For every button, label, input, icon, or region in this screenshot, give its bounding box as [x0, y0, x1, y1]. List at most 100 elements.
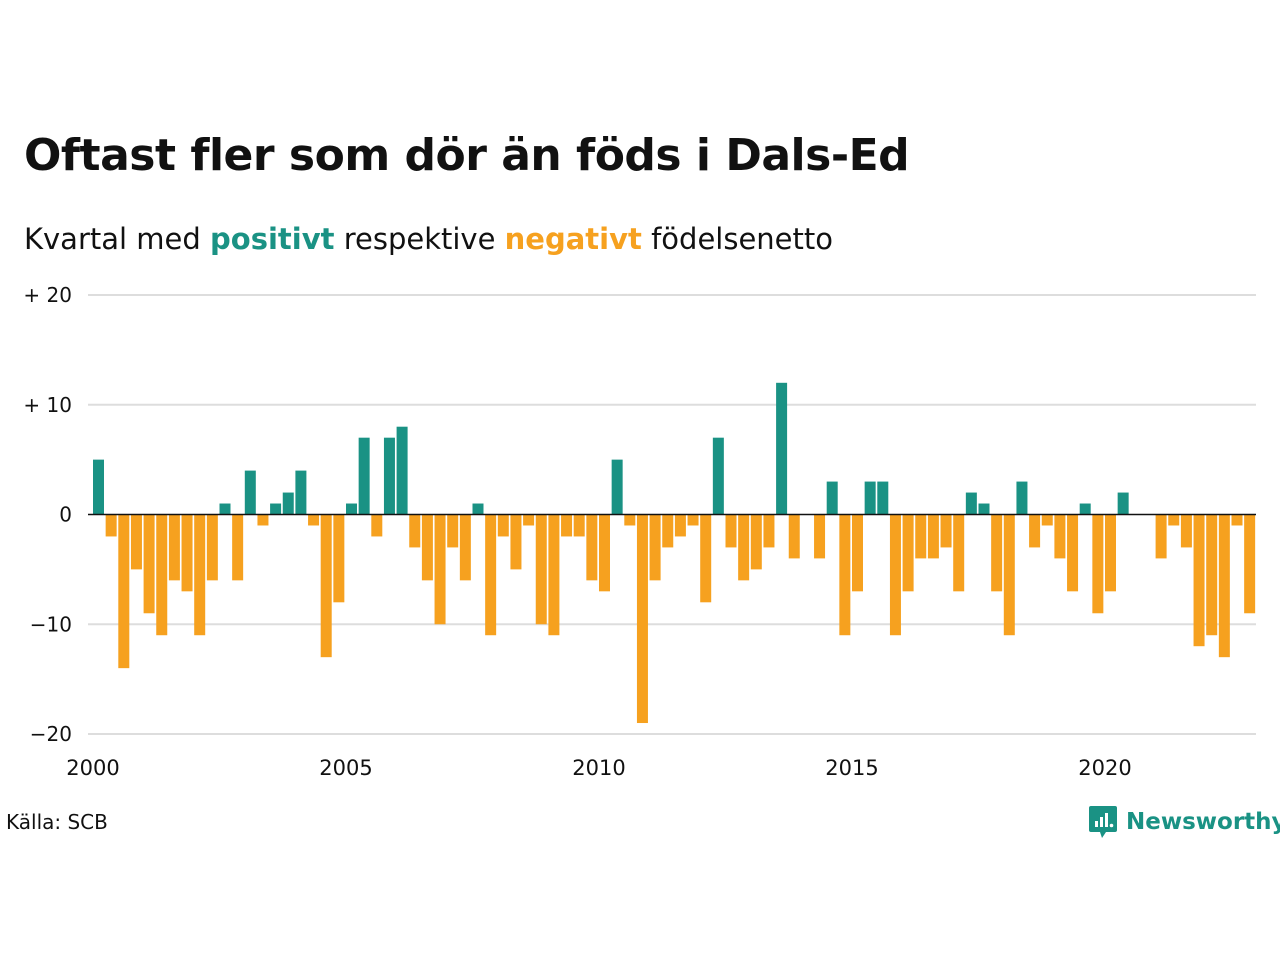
brand-logo: Newsworthy: [1088, 804, 1280, 840]
bar: [156, 514, 168, 636]
bar: [1092, 514, 1104, 614]
bar: [927, 514, 939, 559]
x-tick-label: 2020: [1078, 756, 1131, 780]
bar: [1041, 514, 1053, 526]
bar: [1168, 514, 1180, 526]
x-tick-label: 2000: [66, 756, 119, 780]
bar: [485, 514, 497, 636]
x-tick-label: 2015: [825, 756, 878, 780]
bar: [472, 503, 484, 515]
bar: [244, 470, 256, 515]
bar: [776, 382, 788, 515]
brand-name: Newsworthy: [1126, 809, 1280, 835]
bar: [1244, 514, 1256, 614]
x-tick-label: 2005: [319, 756, 372, 780]
bar: [510, 514, 522, 570]
bar: [371, 514, 383, 537]
bar: [839, 514, 851, 636]
y-tick-label: + 10: [23, 393, 72, 417]
bar: [636, 514, 648, 724]
bar: [194, 514, 206, 636]
bar: [1003, 514, 1015, 636]
bar: [864, 481, 876, 515]
bar: [523, 514, 535, 526]
chart-title: Oftast fler som dör än föds i Dals-Ed: [24, 130, 910, 181]
bar: [383, 437, 395, 515]
bar: [725, 514, 737, 548]
source-note: Källa: SCB: [6, 810, 108, 834]
bar: [687, 514, 699, 526]
bar-chart: + 20 + 10 0 −10 −20 2000 2005 2010 2015 2020: [23, 283, 1256, 780]
bar: [561, 514, 573, 537]
bar: [940, 514, 952, 548]
bar: [232, 514, 244, 581]
bar: [118, 514, 130, 669]
bar: [738, 514, 750, 581]
bar: [295, 470, 307, 515]
y-tick-label: 0: [59, 503, 72, 527]
bar: [978, 503, 990, 515]
bar: [624, 514, 636, 526]
bar: [409, 514, 421, 548]
bar: [421, 514, 433, 581]
bar: [1206, 514, 1218, 636]
bar: [93, 459, 104, 515]
subtitle-positive: positivt: [210, 222, 335, 256]
subtitle-middle: respektive: [334, 222, 505, 256]
bar: [270, 503, 282, 515]
y-tick-label: + 20: [23, 283, 72, 307]
bar: [991, 514, 1003, 592]
bar: [320, 514, 332, 658]
bar: [1054, 514, 1066, 559]
bar: [130, 514, 142, 570]
bar: [308, 514, 320, 526]
bar: [548, 514, 560, 636]
bar: [1117, 492, 1129, 515]
y-tick-label: −20: [30, 722, 72, 746]
bar: [877, 481, 889, 515]
bar: [105, 514, 117, 537]
bar: [535, 514, 547, 625]
bar: [447, 514, 459, 548]
bar: [763, 514, 775, 548]
subtitle-suffix: födelsenetto: [641, 222, 833, 256]
bar: [143, 514, 155, 614]
y-tick-label: −10: [30, 612, 72, 636]
bar: [649, 514, 661, 581]
bar: [358, 437, 370, 515]
bar: [915, 514, 927, 559]
bar: [674, 514, 686, 537]
bar: [168, 514, 180, 581]
bar: [700, 514, 712, 603]
subtitle-negative: negativt: [504, 222, 642, 256]
bar: [826, 481, 838, 515]
bar: [965, 492, 977, 515]
bar: [206, 514, 218, 581]
bar: [497, 514, 509, 537]
bar: [1193, 514, 1205, 647]
bar: [1231, 514, 1243, 526]
bar: [1218, 514, 1230, 658]
bar: [282, 492, 294, 515]
bar: [396, 426, 408, 515]
bar: [814, 514, 826, 559]
bar: [1029, 514, 1041, 548]
bar: [750, 514, 762, 570]
bar: [333, 514, 345, 603]
bar: [1180, 514, 1192, 548]
bar: [219, 503, 231, 515]
bar: [573, 514, 585, 537]
bar: [1067, 514, 1079, 592]
bar: [599, 514, 610, 592]
bar: [712, 437, 724, 515]
bar: [434, 514, 446, 625]
bar: [788, 514, 800, 559]
bar: [902, 514, 914, 592]
bar: [1079, 503, 1091, 515]
chart-subtitle: Kvartal med positivt respektive negativt…: [24, 222, 833, 256]
bar: [181, 514, 193, 592]
bar: [1105, 514, 1116, 592]
bar: [1016, 481, 1028, 515]
bar: [1155, 514, 1167, 559]
bar: [889, 514, 901, 636]
